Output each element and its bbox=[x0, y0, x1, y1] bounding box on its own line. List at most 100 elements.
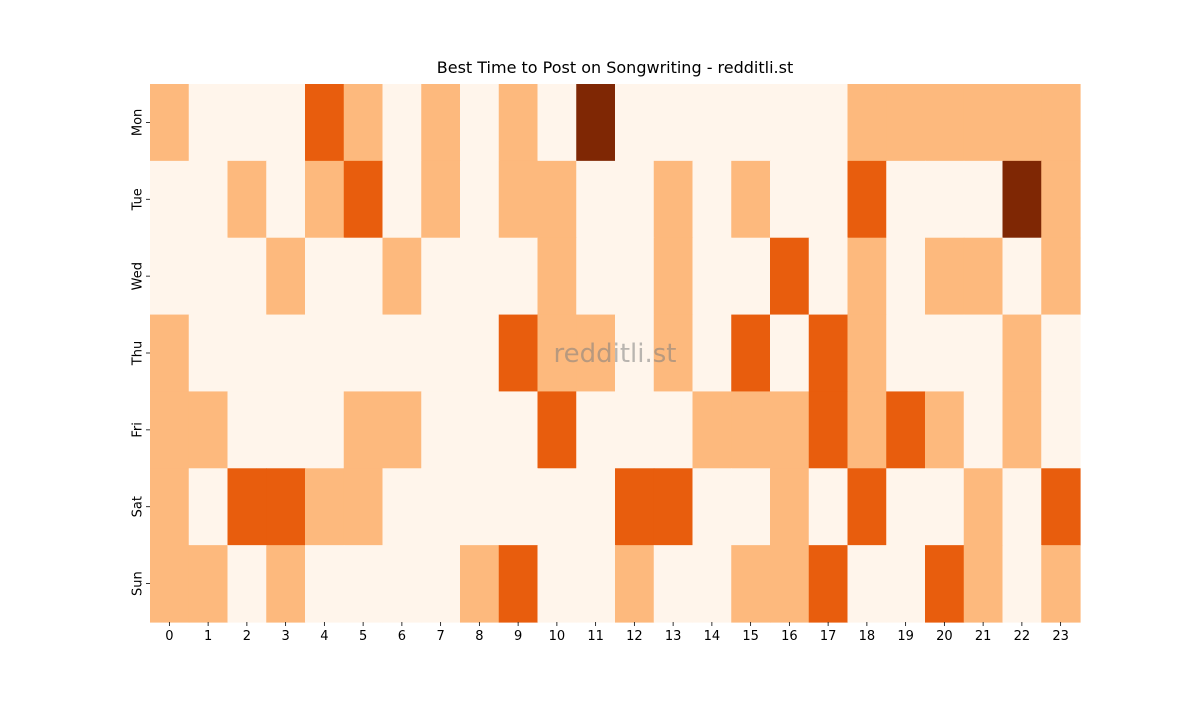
heatmap-cell bbox=[653, 391, 694, 469]
heatmap-cell bbox=[963, 84, 1004, 162]
x-tick-label: 18 bbox=[859, 629, 876, 644]
heatmap-cell bbox=[382, 314, 422, 393]
heatmap-cell bbox=[1041, 391, 1081, 469]
heatmap-cell bbox=[498, 237, 539, 316]
heatmap-cell bbox=[343, 468, 384, 546]
heatmap-cell bbox=[150, 545, 190, 623]
heatmap-cell bbox=[1041, 545, 1081, 623]
heatmap-cell bbox=[847, 160, 887, 239]
heatmap-cell bbox=[227, 160, 267, 239]
heatmap-cell bbox=[343, 84, 384, 162]
heatmap-cell bbox=[731, 237, 771, 316]
heatmap-cell bbox=[227, 84, 267, 162]
x-tick-label: 1 bbox=[204, 629, 212, 644]
watermark: redditli.st bbox=[554, 339, 677, 369]
heatmap-cell bbox=[421, 391, 461, 469]
heatmap-cell bbox=[421, 545, 461, 623]
heatmap-cell bbox=[150, 314, 190, 393]
heatmap-cell bbox=[266, 468, 306, 546]
heatmap-cell bbox=[1041, 314, 1081, 393]
heatmap-cell bbox=[576, 314, 616, 393]
heatmap-cell bbox=[266, 160, 306, 239]
heatmap-cell bbox=[963, 237, 1004, 316]
x-tick-label: 23 bbox=[1052, 629, 1069, 644]
x-tick-label: 19 bbox=[897, 629, 914, 644]
heatmap-cell bbox=[150, 468, 190, 546]
heatmap-cell bbox=[421, 468, 461, 546]
heatmap-cell bbox=[886, 391, 926, 469]
heatmap-cell bbox=[847, 314, 887, 393]
heatmap-cell bbox=[886, 545, 926, 623]
heatmap-cell bbox=[188, 160, 229, 239]
heatmap-cell bbox=[421, 237, 461, 316]
heatmap-cell bbox=[266, 237, 306, 316]
x-tick-label: 4 bbox=[320, 629, 328, 644]
y-tick-label: Fri bbox=[131, 422, 146, 438]
x-tick-label: 3 bbox=[281, 629, 289, 644]
x-tick-label: 15 bbox=[742, 629, 759, 644]
heatmap-cell bbox=[653, 84, 694, 162]
chart-title: Best Time to Post on Songwriting - reddi… bbox=[436, 58, 794, 77]
heatmap-cell bbox=[150, 237, 190, 316]
heatmap-cell bbox=[576, 237, 616, 316]
heatmap-cell bbox=[808, 237, 849, 316]
heatmap-cell bbox=[1002, 84, 1042, 162]
heatmap-cell bbox=[343, 314, 384, 393]
heatmap-cell bbox=[770, 84, 810, 162]
heatmap-cell bbox=[963, 468, 1004, 546]
y-tick-label: Tue bbox=[131, 188, 146, 211]
heatmap-cell bbox=[150, 84, 190, 162]
heatmap-cell bbox=[266, 391, 306, 469]
heatmap-cell bbox=[576, 160, 616, 239]
heatmap-cell bbox=[653, 237, 694, 316]
heatmap-cell bbox=[305, 468, 345, 546]
heatmap-cell bbox=[498, 314, 539, 393]
heatmap-cell bbox=[227, 314, 267, 393]
heatmap-cell bbox=[305, 391, 345, 469]
heatmap-cell bbox=[343, 545, 384, 623]
heatmap-cell bbox=[615, 237, 655, 316]
heatmap-cell bbox=[1002, 237, 1042, 316]
heatmap-cell bbox=[498, 84, 539, 162]
x-tick-label: 6 bbox=[398, 629, 406, 644]
heatmap-cell bbox=[382, 84, 422, 162]
heatmap-cell bbox=[266, 84, 306, 162]
y-tick-label: Sat bbox=[131, 496, 146, 517]
heatmap-cell bbox=[188, 391, 229, 469]
heatmap-cell bbox=[576, 545, 616, 623]
x-tick-label: 11 bbox=[587, 629, 604, 644]
heatmap-cell bbox=[266, 545, 306, 623]
heatmap-cell bbox=[498, 160, 539, 239]
heatmap-cell bbox=[343, 391, 384, 469]
heatmap-cell bbox=[886, 84, 926, 162]
heatmap-cell bbox=[150, 160, 190, 239]
heatmap-cell bbox=[537, 468, 577, 546]
heatmap-cell bbox=[692, 391, 732, 469]
heatmap-cell bbox=[188, 237, 229, 316]
heatmap-cell bbox=[963, 391, 1004, 469]
heatmap-cell bbox=[1041, 160, 1081, 239]
heatmap-cell bbox=[382, 237, 422, 316]
heatmap-cell bbox=[537, 237, 577, 316]
y-tick-label: Wed bbox=[131, 262, 146, 290]
heatmap-cell bbox=[227, 468, 267, 546]
heatmap-cell bbox=[382, 545, 422, 623]
heatmap-cell bbox=[615, 391, 655, 469]
heatmap-cell bbox=[615, 84, 655, 162]
heatmap-cell bbox=[886, 237, 926, 316]
heatmap-cell bbox=[731, 314, 771, 393]
x-tick-label: 17 bbox=[820, 629, 837, 644]
heatmap-cell bbox=[692, 237, 732, 316]
heatmap-cell bbox=[963, 160, 1004, 239]
heatmap-cell bbox=[227, 545, 267, 623]
heatmap-cell bbox=[963, 314, 1004, 393]
heatmap-cell bbox=[925, 391, 965, 469]
heatmap-cell bbox=[421, 160, 461, 239]
heatmap-cell bbox=[731, 468, 771, 546]
heatmap-cell bbox=[498, 468, 539, 546]
heatmap-cell bbox=[537, 391, 577, 469]
heatmap-cell bbox=[847, 468, 887, 546]
heatmap-cell bbox=[537, 160, 577, 239]
heatmap-cell bbox=[382, 468, 422, 546]
heatmap-cell bbox=[576, 84, 616, 162]
